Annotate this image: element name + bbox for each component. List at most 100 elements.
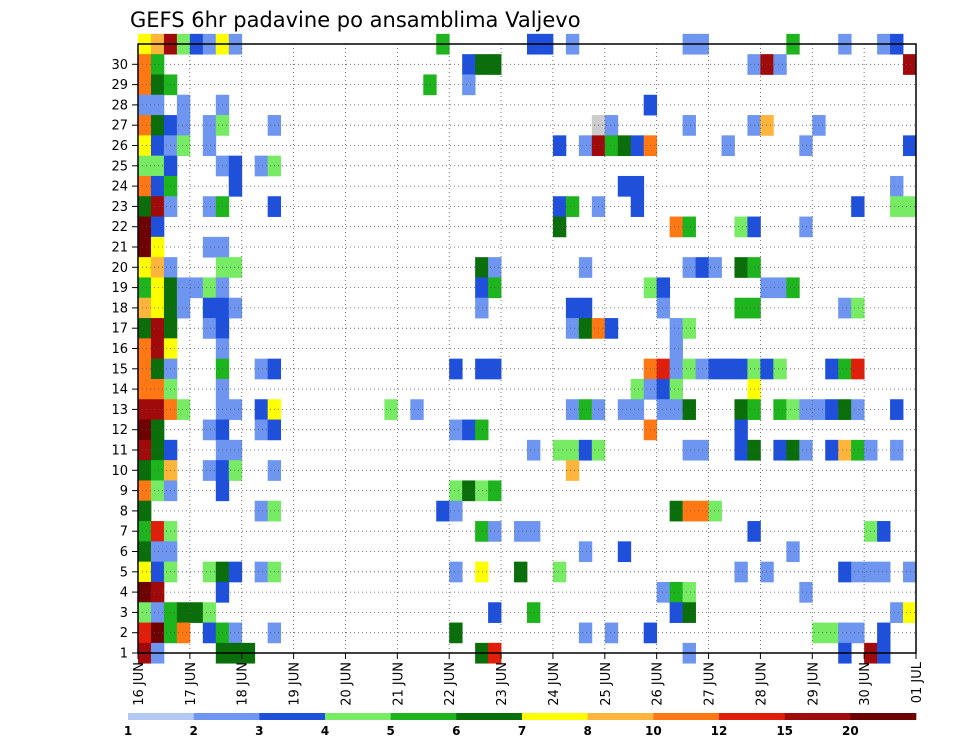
- x-tick-label: 24 JUN: [547, 662, 562, 706]
- heatmap-cell: [228, 460, 243, 481]
- grid-lines: [138, 44, 916, 654]
- heatmap-cell: [552, 196, 567, 217]
- heatmap-cell: [150, 419, 165, 441]
- y-tick-label: 13: [111, 403, 128, 418]
- y-tick-label: 19: [111, 281, 128, 296]
- heatmap-cell: [514, 521, 528, 542]
- heatmap-cell: [150, 297, 165, 319]
- colorbar-swatch: [193, 713, 260, 720]
- heatmap-cell: [138, 419, 152, 441]
- heatmap-cell: [449, 500, 463, 522]
- heatmap-cell: [565, 318, 580, 339]
- y-tick-label: 25: [111, 159, 128, 174]
- heatmap-cell: [202, 318, 217, 339]
- heatmap-cell: [838, 399, 852, 420]
- heatmap-cell: [851, 622, 865, 644]
- heatmap-cell: [475, 297, 489, 319]
- heatmap-cell: [734, 358, 748, 380]
- heatmap-cell: [189, 602, 204, 623]
- heatmap-cell: [462, 419, 476, 441]
- heatmap-cell: [578, 257, 593, 278]
- heatmap-cell: [838, 439, 852, 461]
- heatmap-cell: [138, 216, 152, 238]
- x-tick-label: 16 JUN: [132, 662, 147, 706]
- heatmap-cell: [890, 196, 904, 217]
- heatmap-cell: [228, 439, 243, 461]
- axes: 1234567891011121314151617181920212223242…: [111, 43, 925, 706]
- heatmap-cell: [630, 135, 645, 157]
- heatmap-cell: [202, 602, 217, 623]
- heatmap-cell: [254, 500, 269, 522]
- heatmap-cell: [462, 480, 476, 502]
- heatmap-cell: [384, 399, 398, 420]
- heatmap-cell: [176, 622, 191, 644]
- x-tick-label: 18 JUN: [236, 662, 251, 706]
- colorbar-swatch: [850, 713, 917, 720]
- colorbar-label: 5: [386, 724, 394, 738]
- heatmap-cell: [656, 581, 671, 603]
- heatmap-cell: [851, 439, 865, 461]
- heatmap-cell: [838, 622, 852, 644]
- chart-title: GEFS 6hr padavine po ansamblima Valjevo: [130, 8, 581, 32]
- x-tick-label: 20 JUN: [339, 662, 354, 706]
- heatmap-cell: [150, 318, 165, 339]
- heatmap-cell: [150, 216, 165, 238]
- colorbar-label: 12: [711, 724, 728, 738]
- heatmap-cell: [851, 196, 865, 217]
- heatmap-cell: [254, 561, 269, 583]
- heatmap-cell: [773, 277, 787, 299]
- x-tick-label: 27 JUN: [703, 662, 718, 706]
- heatmap-cell: [890, 399, 904, 420]
- heatmap-cell: [630, 399, 645, 420]
- heatmap-cell: [734, 257, 748, 278]
- heatmap-cell: [150, 74, 165, 96]
- heatmap-cell: [604, 318, 619, 339]
- heatmap-cell: [138, 358, 152, 380]
- heatmap-cell: [565, 297, 580, 319]
- y-tick-label: 3: [120, 606, 128, 621]
- heatmap-cell: [578, 622, 593, 644]
- y-tick-label: 21: [111, 241, 128, 256]
- heatmap-cell: [150, 338, 165, 360]
- heatmap-cell: [578, 135, 593, 157]
- heatmap-cell: [138, 480, 152, 502]
- y-tick-label: 29: [111, 78, 128, 93]
- heatmap-cell: [734, 297, 748, 319]
- heatmap-cell: [565, 399, 580, 420]
- heatmap-cell: [656, 297, 671, 319]
- y-tick-label: 1: [120, 647, 128, 662]
- y-tick-label: 4: [120, 586, 128, 601]
- heatmap-cell: [138, 378, 152, 400]
- heatmap-cell: [578, 439, 593, 461]
- heatmap-cell: [890, 602, 904, 623]
- heatmap-cell: [825, 622, 839, 644]
- heatmap-cell: [903, 135, 917, 157]
- colorbar-label: 15: [776, 724, 793, 738]
- heatmap-cell: [228, 175, 243, 197]
- heatmap-cell: [734, 561, 748, 583]
- heatmap-cell: [786, 541, 800, 563]
- heatmap-cell: [890, 175, 904, 197]
- heatmap-cell: [138, 500, 152, 522]
- y-tick-label: 20: [111, 261, 128, 276]
- y-tick-label: 10: [111, 464, 128, 479]
- heatmap-cell: [150, 460, 165, 481]
- heatmap-cell: [838, 297, 852, 319]
- heatmap-cell: [462, 54, 476, 75]
- heatmap-cell: [669, 399, 683, 420]
- heatmap-cell: [799, 581, 813, 603]
- x-tick-label: 28 JUN: [754, 662, 769, 706]
- y-tick-label: 16: [111, 342, 128, 357]
- heatmap-cell: [150, 175, 165, 197]
- heatmap-cell: [150, 236, 165, 258]
- heatmap-cell: [138, 581, 152, 603]
- heatmap-cell: [138, 622, 152, 644]
- x-tick-label: 19 JUN: [288, 662, 303, 706]
- heatmap-cell: [838, 561, 852, 583]
- colorbar-swatch: [719, 713, 785, 720]
- heatmap-cell: [254, 419, 269, 441]
- heatmap-cell: [150, 561, 165, 583]
- heatmap-cell: [228, 297, 243, 319]
- heatmap-cell: [475, 419, 489, 441]
